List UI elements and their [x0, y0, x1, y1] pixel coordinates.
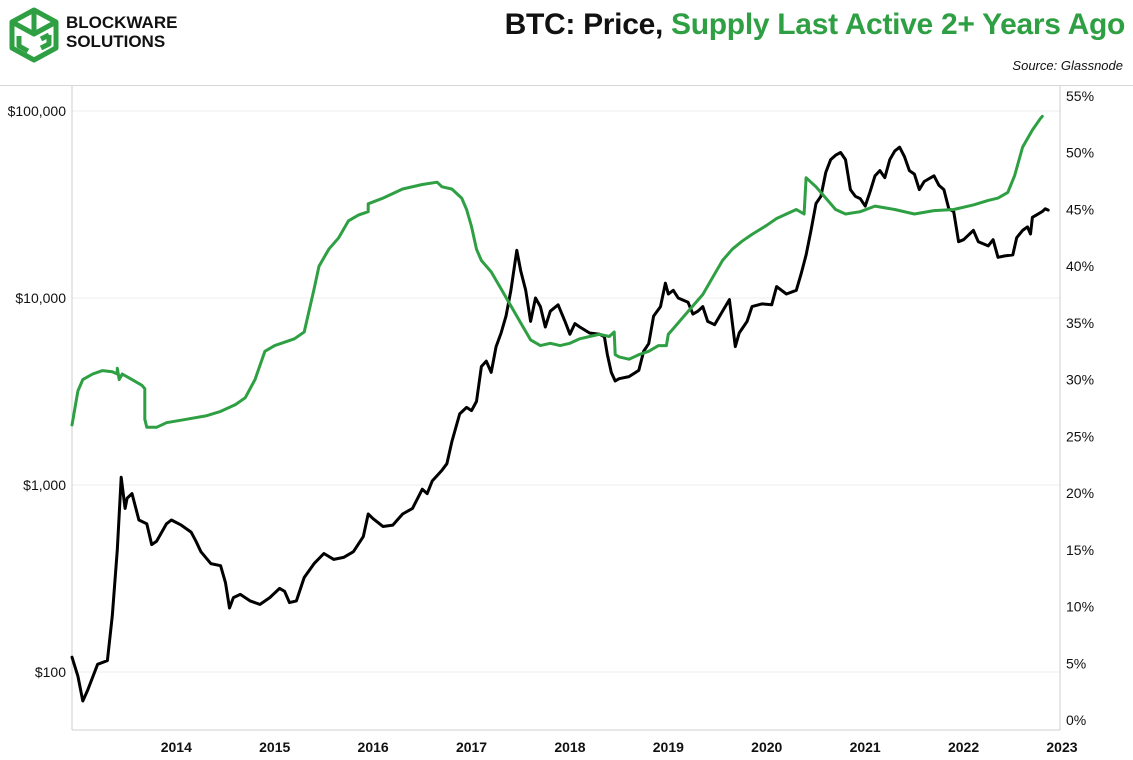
right-tick-label: 55%: [1066, 88, 1094, 104]
chart-header: BLOCKWARE SOLUTIONS BTC: Price, Supply L…: [0, 0, 1133, 84]
right-tick-label: 35%: [1066, 315, 1094, 331]
right-tick-label: 25%: [1066, 428, 1094, 444]
right-tick-label: 20%: [1066, 485, 1094, 501]
blockware-logo-icon: [9, 7, 59, 63]
right-tick-label: 40%: [1066, 258, 1094, 274]
chart-title-price: BTC: Price,: [504, 8, 664, 41]
chart-source: Source: Glassnode: [1012, 58, 1123, 73]
grid-lines: [71, 86, 1061, 731]
right-tick-label: 10%: [1066, 599, 1094, 615]
x-axis: 2014 2015 2016 2017 2018 2019 2020 2021 2022 2023: [161, 739, 1078, 755]
price-line: [70, 145, 1050, 703]
x-tick-label: 2019: [653, 739, 684, 755]
left-tick-label: $10,000: [15, 290, 66, 306]
brand-name: BLOCKWARE SOLUTIONS: [66, 13, 177, 51]
left-axis: $100 $1,000 $10,000 $100,000: [8, 103, 67, 680]
right-axis: 0% 5% 10% 15% 20% 25% 30% 35% 40% 45% 50% 55%: [1066, 88, 1094, 728]
right-tick-label: 0%: [1066, 712, 1086, 728]
chart-title: BTC: Price, Supply Last Active 2+ Years …: [504, 8, 1126, 42]
left-tick-label: $100,000: [8, 103, 67, 119]
x-tick-label: 2023: [1046, 739, 1077, 755]
supply-line: [70, 114, 1044, 429]
brand-line-1: BLOCKWARE: [66, 13, 178, 32]
x-tick-label: 2018: [554, 739, 585, 755]
right-tick-label: 30%: [1066, 372, 1094, 388]
right-tick-label: 15%: [1066, 542, 1094, 558]
x-tick-label: 2017: [456, 739, 487, 755]
x-tick-label: 2022: [948, 739, 979, 755]
right-tick-label: 5%: [1066, 655, 1086, 671]
x-tick-label: 2014: [161, 739, 192, 755]
x-tick-label: 2016: [358, 739, 389, 755]
chart-plot-area: $100 $1,000 $10,000 $100,000 0% 5% 10% 15% 20% 2…: [8, 86, 1094, 755]
brand-line-2: SOLUTIONS: [66, 32, 166, 51]
series-lines: [70, 114, 1050, 703]
header-divider: [0, 85, 1133, 86]
right-tick-label: 50%: [1066, 145, 1094, 161]
x-tick-label: 2015: [259, 739, 290, 755]
left-tick-label: $100: [35, 664, 66, 680]
chart-title-supply: Supply Last Active 2+ Years Ago: [671, 8, 1125, 41]
right-tick-label: 45%: [1066, 201, 1094, 217]
x-tick-label: 2021: [850, 739, 881, 755]
x-tick-label: 2020: [751, 739, 782, 755]
left-tick-label: $1,000: [23, 477, 66, 493]
